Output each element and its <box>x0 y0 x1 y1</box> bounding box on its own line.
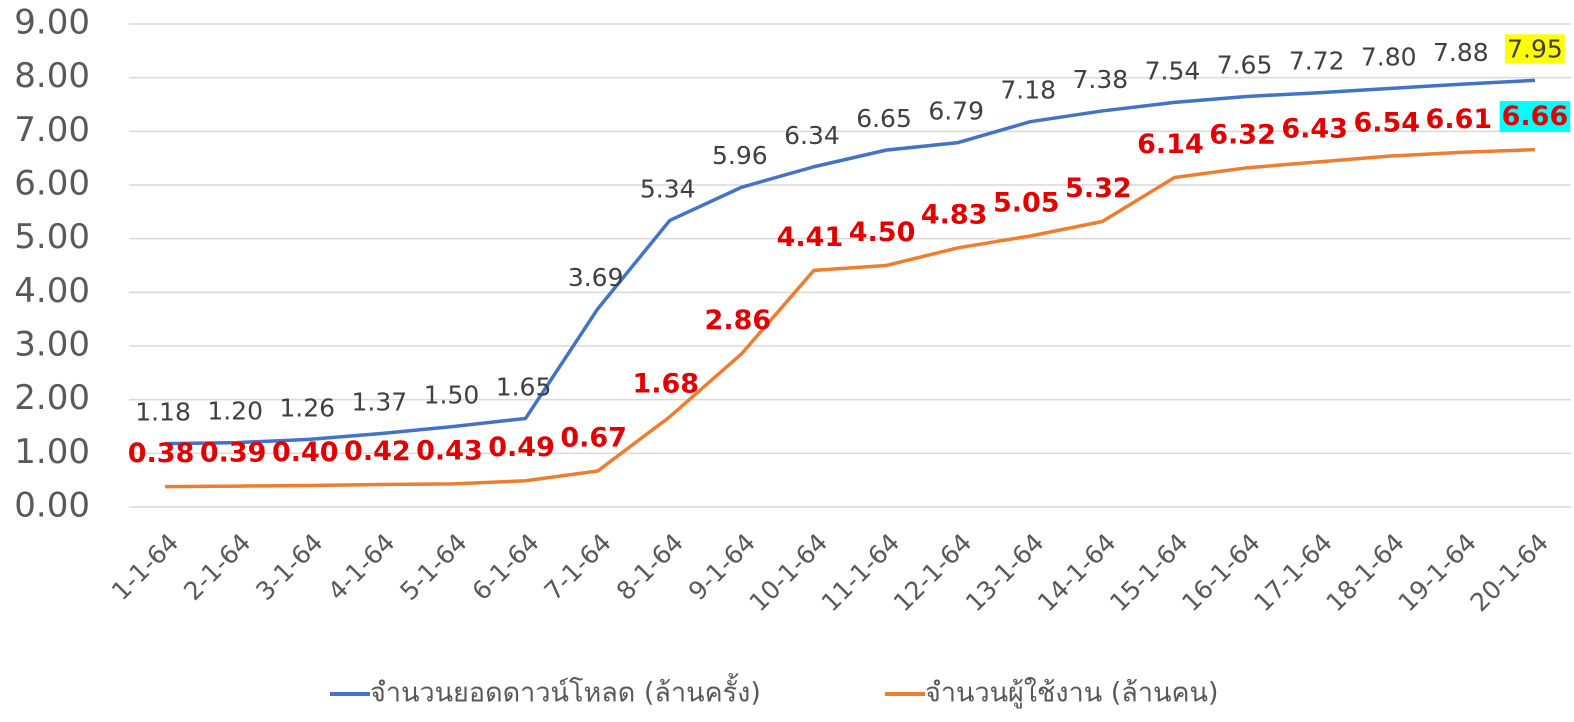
data-label: 0.67 <box>560 423 627 454</box>
data-label: 1.68 <box>632 368 699 399</box>
x-tick-label: 19-1-64 <box>1393 528 1483 618</box>
data-label: 1.26 <box>279 393 335 422</box>
data-label: 0.38 <box>128 438 195 469</box>
data-label: 0.39 <box>200 438 267 469</box>
data-label: 4.83 <box>921 199 988 230</box>
data-label: 7.88 <box>1433 38 1489 67</box>
data-label: 7.95 <box>1507 34 1563 63</box>
y-tick-label: 3.00 <box>14 325 90 365</box>
data-label: 2.86 <box>705 305 772 336</box>
y-tick-label: 0.00 <box>14 486 90 526</box>
data-label: 1.18 <box>135 398 191 427</box>
series-line <box>165 78 1536 446</box>
data-label: 0.49 <box>488 432 555 463</box>
data-label: 5.05 <box>993 187 1060 218</box>
data-label: 6.54 <box>1353 108 1420 139</box>
data-label: 6.66 <box>1502 101 1569 132</box>
data-label: 4.50 <box>849 217 916 248</box>
data-label: 6.79 <box>928 97 984 126</box>
data-label: 6.32 <box>1209 119 1276 150</box>
data-label: 1.50 <box>424 381 480 410</box>
data-label: 6.34 <box>784 121 840 150</box>
legend-label: จำนวนยอดดาวน์โหลด (ล้านครั้ง) <box>370 673 761 709</box>
label-highlight <box>1499 101 1571 133</box>
data-label: 6.65 <box>856 104 912 133</box>
data-label: 0.43 <box>416 435 483 466</box>
data-label: 0.42 <box>344 436 411 467</box>
y-tick-label: 2.00 <box>14 378 90 418</box>
x-tick-label: 18-1-64 <box>1320 528 1410 618</box>
data-label: 1.65 <box>496 372 552 401</box>
data-label: 6.43 <box>1281 113 1348 144</box>
y-tick-label: 8.00 <box>14 56 90 96</box>
x-tick-label: 3-1-64 <box>250 528 328 606</box>
data-label: 0.40 <box>272 437 339 468</box>
data-label: 5.34 <box>640 174 696 203</box>
x-tick-label: 6-1-64 <box>466 528 544 606</box>
x-tick-label: 7-1-64 <box>539 528 617 606</box>
y-tick-label: 1.00 <box>14 432 90 472</box>
data-label: 7.65 <box>1217 50 1273 79</box>
x-tick-label: 2-1-64 <box>178 528 256 606</box>
data-label: 7.18 <box>1000 76 1056 105</box>
data-label: 5.96 <box>712 141 768 170</box>
series-line <box>165 147 1536 489</box>
x-tick-label: 5-1-64 <box>394 528 472 606</box>
x-tick-label: 20-1-64 <box>1465 528 1555 618</box>
y-tick-label: 4.00 <box>14 271 90 311</box>
data-label: 1.20 <box>207 397 263 426</box>
data-label: 7.72 <box>1289 47 1345 76</box>
x-tick-label: 13-1-64 <box>960 528 1050 618</box>
x-tick-label: 1-1-64 <box>106 528 184 606</box>
data-label: 7.80 <box>1361 42 1417 71</box>
data-label: 4.41 <box>777 222 844 253</box>
label-highlight <box>1505 34 1565 64</box>
data-label: 5.32 <box>1065 173 1132 204</box>
x-tick-label: 15-1-64 <box>1104 528 1194 618</box>
x-tick-label: 16-1-64 <box>1176 528 1266 618</box>
legend-label: จำนวนผู้ใช้งาน (ล้านคน) <box>925 677 1219 709</box>
x-tick-label: 4-1-64 <box>322 528 400 606</box>
data-label: 6.61 <box>1426 104 1493 135</box>
x-tick-label: 12-1-64 <box>888 528 978 618</box>
y-tick-label: 5.00 <box>14 217 90 257</box>
x-tick-label: 8-1-64 <box>611 528 689 606</box>
data-label: 6.14 <box>1137 129 1204 160</box>
y-tick-label: 6.00 <box>14 164 90 204</box>
y-tick-label: 9.00 <box>14 3 90 43</box>
data-label: 1.37 <box>352 387 408 416</box>
x-tick-label: 10-1-64 <box>744 528 834 618</box>
data-label: 7.38 <box>1073 65 1129 94</box>
x-tick-label: 11-1-64 <box>816 528 906 618</box>
data-label: 7.54 <box>1145 56 1201 85</box>
x-tick-label: 17-1-64 <box>1248 528 1338 618</box>
x-tick-label: 14-1-64 <box>1032 528 1122 618</box>
y-tick-label: 7.00 <box>14 110 90 150</box>
data-label: 3.69 <box>568 263 624 292</box>
